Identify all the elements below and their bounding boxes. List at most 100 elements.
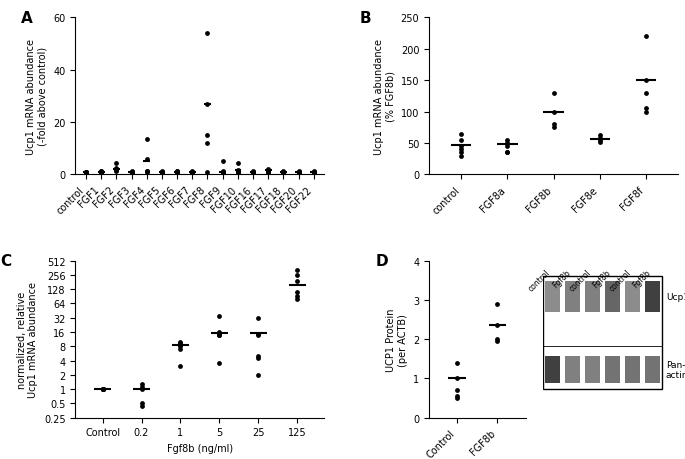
Point xyxy=(141,156,152,163)
Point xyxy=(156,168,167,176)
Point xyxy=(253,314,264,322)
Point xyxy=(451,394,462,402)
Bar xyxy=(625,281,640,313)
Point xyxy=(126,168,137,176)
Bar xyxy=(625,357,640,383)
Point xyxy=(293,169,304,176)
Point xyxy=(172,168,183,176)
Point xyxy=(278,168,289,176)
Point xyxy=(502,137,513,144)
Text: Fgf8b: Fgf8b xyxy=(551,267,573,289)
Bar xyxy=(565,357,580,383)
Point xyxy=(96,169,107,176)
Text: A: A xyxy=(21,11,32,26)
Point xyxy=(136,400,147,407)
Bar xyxy=(645,281,660,313)
Point xyxy=(202,168,213,176)
Point xyxy=(456,152,467,160)
Point xyxy=(292,289,303,297)
Point xyxy=(232,168,243,175)
Bar xyxy=(565,281,580,313)
Point xyxy=(202,30,213,38)
Point xyxy=(96,168,107,176)
Point xyxy=(492,336,503,343)
Point xyxy=(96,168,107,175)
Point xyxy=(451,386,462,394)
Point xyxy=(640,77,651,84)
Point xyxy=(175,339,186,347)
Point xyxy=(456,137,467,144)
Point xyxy=(81,168,92,176)
Point xyxy=(175,363,186,370)
Point xyxy=(456,130,467,138)
Y-axis label: Ucp1 mRNA abundance
(-fold above control): Ucp1 mRNA abundance (-fold above control… xyxy=(26,39,48,155)
Point xyxy=(172,169,183,176)
Bar xyxy=(645,357,660,383)
Y-axis label: normalized, relative
Ucp1 mRNA abundance: normalized, relative Ucp1 mRNA abundance xyxy=(17,281,38,397)
Point xyxy=(214,329,225,336)
Point xyxy=(217,168,228,176)
Point xyxy=(253,330,264,338)
Point xyxy=(548,121,559,129)
Point xyxy=(136,386,147,393)
Point xyxy=(126,169,137,177)
Point xyxy=(126,169,137,176)
Text: Ucp1: Ucp1 xyxy=(666,293,685,302)
Point xyxy=(175,343,186,350)
Point xyxy=(175,338,186,346)
Point xyxy=(111,168,122,175)
Bar xyxy=(543,277,662,390)
Point xyxy=(253,371,264,379)
Point xyxy=(247,168,258,176)
Point xyxy=(308,168,319,176)
Point xyxy=(136,380,147,387)
Point xyxy=(175,341,186,349)
Point xyxy=(492,301,503,308)
Point xyxy=(548,90,559,97)
Point xyxy=(293,168,304,176)
Point xyxy=(136,402,147,409)
Point xyxy=(253,331,264,339)
Point xyxy=(292,267,303,274)
Y-axis label: UCP1 Protein
(per ACTB): UCP1 Protein (per ACTB) xyxy=(386,308,408,371)
Point xyxy=(293,168,304,176)
Point xyxy=(456,149,467,157)
Point xyxy=(293,168,304,176)
Point xyxy=(172,168,183,176)
Text: B: B xyxy=(360,11,371,26)
Point xyxy=(141,168,152,176)
Point xyxy=(141,168,152,176)
Point xyxy=(202,132,213,140)
Point xyxy=(502,149,513,157)
Point xyxy=(263,168,274,176)
Point xyxy=(202,140,213,147)
Point xyxy=(492,322,503,330)
Point xyxy=(263,168,274,175)
Point xyxy=(451,359,462,367)
Text: control: control xyxy=(527,267,552,292)
Bar xyxy=(605,281,620,313)
Point xyxy=(548,124,559,132)
Point xyxy=(278,169,289,176)
Point xyxy=(81,168,92,176)
Point xyxy=(278,168,289,176)
Point xyxy=(111,165,122,172)
Point xyxy=(492,338,503,345)
Text: C: C xyxy=(1,253,12,268)
Text: Pan-
actin: Pan- actin xyxy=(666,360,685,380)
Point xyxy=(217,158,228,166)
X-axis label: Fgf8b (ng/ml): Fgf8b (ng/ml) xyxy=(167,443,233,453)
Point xyxy=(202,101,213,108)
Point xyxy=(253,353,264,360)
Point xyxy=(292,278,303,285)
Text: Fgf8b: Fgf8b xyxy=(590,267,612,289)
Text: D: D xyxy=(376,253,388,268)
Point xyxy=(217,168,228,176)
Point xyxy=(456,143,467,151)
Point xyxy=(292,296,303,303)
Bar xyxy=(585,281,600,313)
Point xyxy=(111,167,122,174)
Point xyxy=(247,169,258,176)
Point xyxy=(308,168,319,176)
Point xyxy=(187,168,198,176)
